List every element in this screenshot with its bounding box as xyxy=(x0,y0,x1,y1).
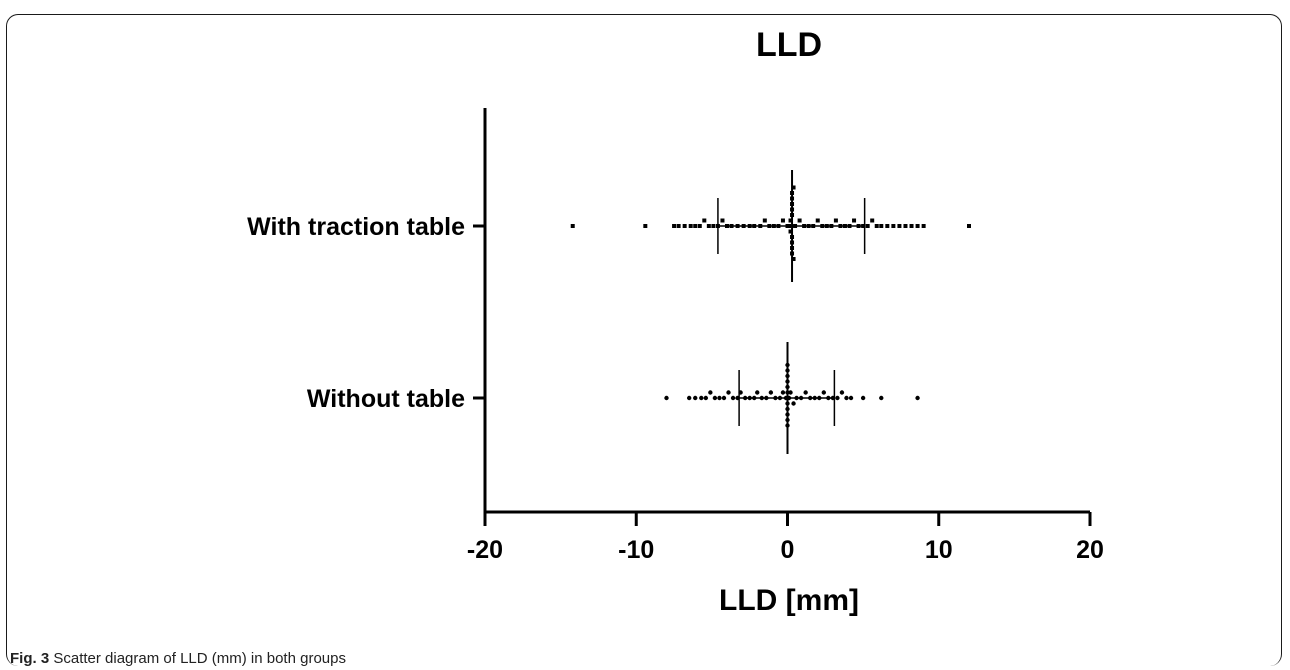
data-point xyxy=(703,395,709,401)
data-point xyxy=(664,395,669,401)
data-point xyxy=(815,218,820,223)
category-label: With traction table xyxy=(247,213,465,241)
x-tick-label: 0 xyxy=(781,536,795,564)
scatter-chart: LLD -20 -10 0 10 20 With traction table Witho… xyxy=(247,26,1104,617)
data-point xyxy=(702,218,707,223)
data-point xyxy=(791,401,796,406)
data-point xyxy=(967,224,971,228)
data-point xyxy=(833,218,838,223)
data-point xyxy=(676,224,681,228)
data-point xyxy=(791,257,796,261)
data-point xyxy=(915,224,920,228)
data-point xyxy=(879,395,884,401)
data-point xyxy=(780,218,785,223)
data-point xyxy=(699,395,704,401)
data-point xyxy=(797,218,802,223)
data-point xyxy=(870,218,875,223)
data-point xyxy=(720,218,725,223)
figure-label: Fig. 3 xyxy=(10,650,50,667)
data-point xyxy=(844,395,849,401)
data-point xyxy=(903,224,908,228)
data-point xyxy=(697,224,702,228)
x-tick-label: 10 xyxy=(925,536,953,564)
data-point xyxy=(874,224,879,228)
data-point xyxy=(852,218,857,223)
data-point xyxy=(885,224,890,228)
data-point xyxy=(915,395,920,401)
x-tick-label: 20 xyxy=(1076,536,1104,564)
data-point xyxy=(780,390,786,395)
data-point xyxy=(755,390,760,395)
data-point xyxy=(921,224,926,228)
data-point xyxy=(706,224,711,228)
data-point xyxy=(891,224,896,228)
data-point xyxy=(712,395,718,401)
data-point xyxy=(682,224,687,228)
data-point xyxy=(686,395,692,401)
data-point xyxy=(803,390,808,395)
x-tick-label: -10 xyxy=(618,536,654,564)
data-point xyxy=(768,390,774,395)
data-point xyxy=(762,218,767,223)
data-point xyxy=(909,224,914,228)
data-point xyxy=(865,224,870,228)
data-point xyxy=(788,390,793,395)
data-point xyxy=(839,390,845,395)
figure-caption: Fig. 3 Scatter diagram of LLD (mm) in bo… xyxy=(10,650,346,667)
data-point xyxy=(879,224,884,228)
chart-title: LLD xyxy=(756,26,822,64)
data-point xyxy=(848,395,854,401)
data-point xyxy=(730,395,736,401)
data-point xyxy=(672,224,677,228)
data-point xyxy=(726,390,731,395)
data-point xyxy=(897,224,902,228)
x-tick-label: -20 xyxy=(467,536,503,564)
data-point xyxy=(821,390,826,395)
data-point xyxy=(788,229,793,234)
data-point xyxy=(708,390,713,395)
data-point xyxy=(717,395,722,401)
data-point xyxy=(721,395,727,401)
data-point xyxy=(693,395,698,401)
data-point xyxy=(788,218,793,223)
data-point xyxy=(791,185,796,190)
data-point xyxy=(860,395,866,401)
data-point xyxy=(693,224,698,228)
figure-caption-text: Scatter diagram of LLD (mm) in both grou… xyxy=(53,650,346,667)
figure-frame xyxy=(6,14,1282,666)
data-point xyxy=(643,224,648,228)
category-label: Without table xyxy=(307,385,465,413)
data-point xyxy=(570,224,575,228)
data-point xyxy=(711,224,716,228)
x-axis-label: LLD [mm] xyxy=(719,584,859,617)
data-point xyxy=(688,224,693,228)
data-point xyxy=(835,395,840,401)
